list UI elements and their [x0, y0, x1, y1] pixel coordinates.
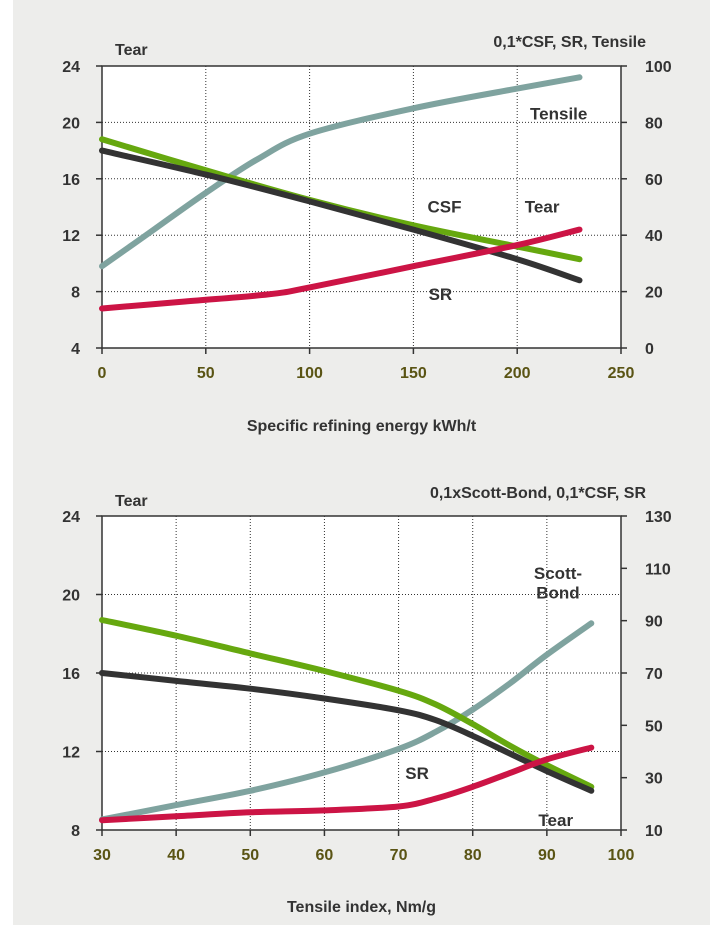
y-left-tick-label: 24: [62, 509, 80, 526]
figure-panel: 4 8 12 16 20 24 0 20 40 60 80 100 0 50 100 150 200 250 0,1…: [13, 0, 710, 925]
y-right-tick-label: 30: [645, 771, 663, 788]
x-tick-label: 50: [197, 365, 215, 382]
series-sr-line: [99, 147, 583, 284]
annotation-label: Tear: [538, 811, 573, 830]
chart-2: 8 12 16 20 24 10 30 50 70 90 110 130 30 40 50 60 70 80 90 1…: [62, 485, 672, 916]
series-tear-line: [99, 226, 583, 312]
y-right-tick-label: 90: [645, 614, 663, 631]
y-left-tick-label: 12: [62, 745, 80, 762]
y-right-tick-label: 100: [645, 59, 672, 76]
y-right-tick-label: 70: [645, 666, 663, 683]
x-tick-label: 200: [504, 365, 531, 382]
y-left-axis-label: Tear: [115, 42, 148, 59]
annotation-label: SR: [429, 285, 453, 304]
charts-canvas: 4 8 12 16 20 24 0 20 40 60 80 100 0 50 100 150 200 250 0,1…: [62, 34, 672, 916]
y-right-tick-label: 40: [645, 228, 663, 245]
x-tick-label: 150: [400, 365, 427, 382]
y-left-tick-label: 20: [62, 588, 80, 605]
y-right-tick-label: 80: [645, 115, 663, 132]
annotation-label: CSF: [428, 198, 462, 217]
x-axis-label: Specific refining energy kWh/t: [247, 418, 477, 435]
x-tick-label: 60: [316, 847, 334, 864]
series-csf-line: [99, 617, 595, 790]
x-tick-label: 100: [296, 365, 323, 382]
x-tick-label: 0: [98, 365, 107, 382]
y-right-tick-label: 110: [645, 561, 671, 578]
series-tear-line: [99, 744, 595, 824]
x-tick-label: 80: [464, 847, 482, 864]
y-left-tick-label: 12: [62, 228, 80, 245]
y-right-tick-label: 20: [645, 285, 663, 302]
y-right-tick-label: 50: [645, 718, 663, 735]
x-tick-label: 250: [608, 365, 635, 382]
series-scott-bond-line: [99, 620, 595, 823]
y-right-tick-label: 60: [645, 172, 663, 189]
x-tick-label: 50: [241, 847, 259, 864]
x-tick-label: 40: [167, 847, 185, 864]
annotation-label: Tensile: [530, 105, 587, 124]
series-sr-line: [99, 670, 595, 794]
y-left-tick-label: 20: [62, 115, 80, 132]
y-right-tick-label: 130: [645, 509, 672, 526]
chart-title: 0,1xScott-Bond, 0,1*CSF, SR: [430, 485, 646, 502]
y-left-tick-label: 4: [71, 341, 80, 358]
y-right-tick-label: 10: [645, 823, 663, 840]
x-tick-label: 70: [390, 847, 408, 864]
x-axis-label: Tensile index, Nm/g: [287, 899, 436, 916]
annotation-label: SR: [405, 764, 429, 783]
y-left-axis-label: Tear: [115, 493, 148, 510]
y-left-tick-label: 24: [62, 59, 80, 76]
annotation-label: Scott-: [534, 564, 582, 583]
annotation-label: Bond: [536, 583, 579, 602]
series-tensile-line: [99, 74, 583, 270]
chart-1: 4 8 12 16 20 24 0 20 40 60 80 100 0 50 100 150 200 250 0,1…: [62, 34, 672, 435]
y-right-tick-label: 0: [645, 341, 654, 358]
x-tick-label: 30: [93, 847, 111, 864]
chart-title: 0,1*CSF, SR, Tensile: [493, 34, 646, 51]
y-left-tick-label: 8: [71, 285, 80, 302]
plot-frame: [101, 65, 622, 349]
x-tick-label: 90: [538, 847, 556, 864]
y-left-tick-label: 16: [62, 172, 80, 189]
y-left-tick-label: 8: [71, 823, 80, 840]
x-tick-label: 100: [608, 847, 635, 864]
y-left-tick-label: 16: [62, 666, 80, 683]
annotation-label: Tear: [525, 198, 560, 217]
